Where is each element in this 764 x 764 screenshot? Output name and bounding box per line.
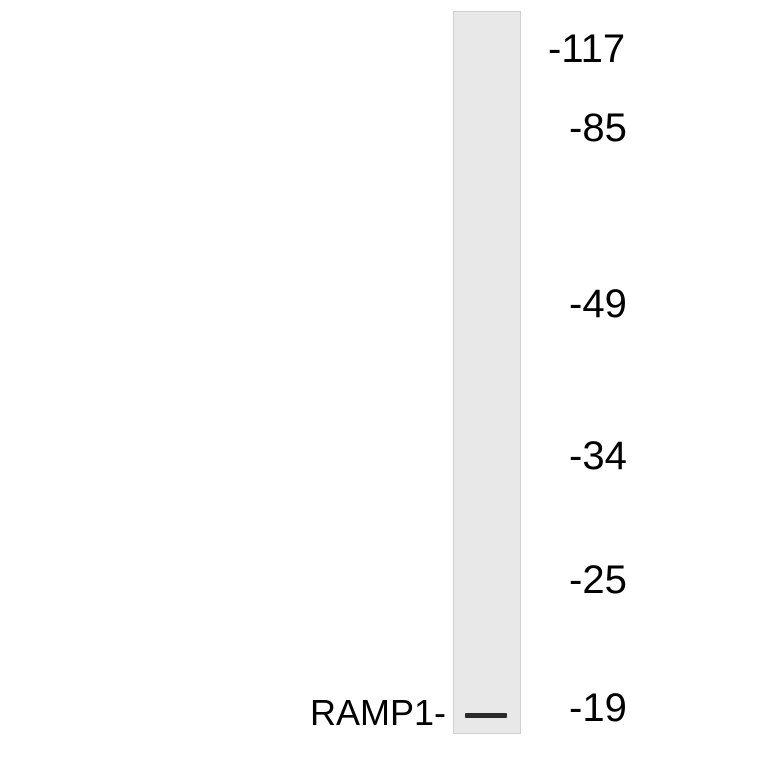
marker-label-85: -85	[569, 106, 627, 151]
protein-band	[465, 713, 507, 718]
marker-label-25: -25	[569, 558, 627, 603]
western-blot-container: RAMP1- -117 -85 -49 -34 -25 -19	[0, 0, 764, 764]
marker-label-49: -49	[569, 282, 627, 327]
marker-label-34: -34	[569, 434, 627, 479]
marker-label-117: -117	[548, 27, 625, 72]
protein-label-ramp1: RAMP1-	[310, 692, 446, 734]
blot-lane	[453, 11, 521, 734]
marker-label-19: -19	[569, 686, 627, 731]
